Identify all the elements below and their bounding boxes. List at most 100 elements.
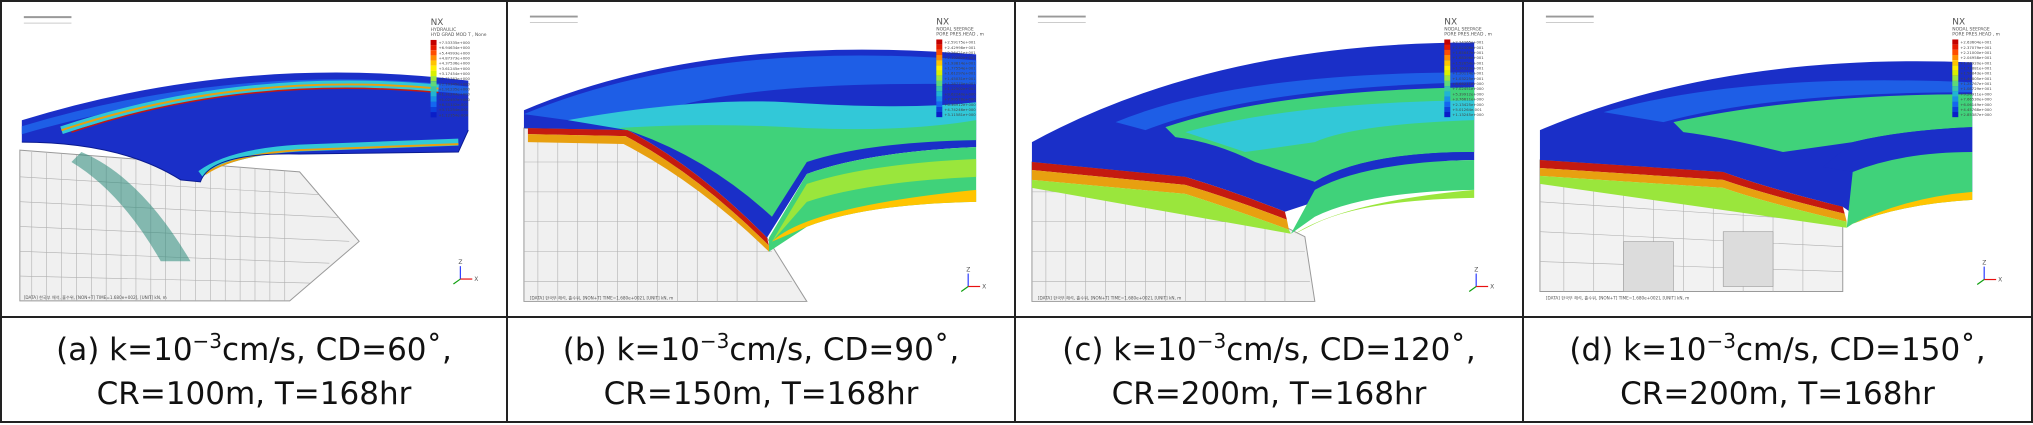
panel-c: NX xyxy=(1016,0,1524,423)
legend-swatch xyxy=(1952,96,1959,102)
legend-value-label: +7.99578e+000 xyxy=(944,97,976,102)
legend-swatch xyxy=(1444,65,1451,71)
legend-title-line2: PORE PRES.HEAD , m xyxy=(1952,31,2000,37)
legend-value-label: +2.24265e+001 xyxy=(1452,40,1484,45)
caption-c: (c) k=10−3cm/s, CD=120˚, CR=200m, T=168h… xyxy=(1016,316,1522,425)
legend-swatch xyxy=(430,91,437,97)
caption-prefix: (a) k=10 xyxy=(56,331,193,368)
panel-a: NX xyxy=(0,0,508,423)
axis-label-x: X xyxy=(1998,277,2002,284)
panel-b: NX xyxy=(508,0,1016,423)
embankment-model-b xyxy=(523,49,977,252)
caption-exponent: −3 xyxy=(1706,328,1736,353)
legend-swatch xyxy=(936,65,943,71)
legend-title-line2: HYD GRAD MOD T , None xyxy=(431,32,487,38)
axis-label-x: X xyxy=(474,276,478,283)
legend-value-label: +1.68396e+001 xyxy=(1452,55,1484,60)
legend-title-line1: NODAL SEEPAGE xyxy=(1952,27,1990,33)
contour-plot-b: NX xyxy=(508,2,1014,316)
footer-info-text: [DATA] 한국부 해석, 홀수위, [NON+T] TIME=1.680e+… xyxy=(1038,294,1181,300)
legend-swatch xyxy=(936,70,943,76)
contour-plot-a: NX xyxy=(2,3,506,315)
legend-value-label: +1.93814e+001 xyxy=(944,60,976,65)
legend-value-label: +1.24767e+001 xyxy=(1960,81,1992,86)
legend-value-label: +3.11581e+000 xyxy=(944,112,976,117)
watermark-text: NX xyxy=(431,18,444,28)
legend-value-label: +4.37536e+000 xyxy=(439,62,471,66)
caption-tail: cm/s, CD=60˚, xyxy=(222,331,452,368)
legend-value-label: +2.63604e+001 xyxy=(1960,40,1992,45)
legend-value-label: +1.31244e+000 xyxy=(439,93,471,97)
axis-label-x: X xyxy=(982,283,986,290)
legend-value-label: +5.01264e-001 xyxy=(1452,107,1482,112)
legend-swatch xyxy=(1444,106,1451,112)
legend-title-line2: PORE PRES.HEAD , m xyxy=(936,31,984,37)
caption-exponent: −3 xyxy=(1196,328,1227,353)
legend-swatch xyxy=(1952,70,1959,76)
caption-exponent: −3 xyxy=(699,328,730,353)
legend-swatch xyxy=(1952,86,1959,92)
footer-info-text: [DATA] 한국부 해석, 홀수위, [NON+T] TIME=1.680e+… xyxy=(1546,294,1689,300)
legend-value-label: +8.66211e+000 xyxy=(1452,81,1484,86)
legend-value-label: +1.12502e+001 xyxy=(944,86,976,91)
watermark-text: NX xyxy=(1444,18,1457,28)
legend-value-label: +2.37079e+001 xyxy=(1960,45,1992,50)
axis-label-z: Z xyxy=(1982,260,1986,267)
legend-b: NODAL SEEPAGE PORE PRES.HEAD , m +2.5917… xyxy=(936,27,984,118)
legend-swatch xyxy=(1444,80,1451,87)
legend-swatch xyxy=(1444,49,1451,56)
legend-value-label: +1.03225e+001 xyxy=(1452,76,1484,81)
legend-value-label: +1.45031e+001 xyxy=(944,76,976,81)
footer-info-text: [DATA] 한국부 해석, 홀수위, [NON+T] TIME=1.680e+… xyxy=(530,294,673,300)
legend-swatch xyxy=(1444,101,1451,107)
mesh-ground xyxy=(523,127,808,302)
axis-label-z: Z xyxy=(1474,267,1478,274)
legend-swatch xyxy=(1952,55,1959,61)
legend-swatch xyxy=(1444,44,1451,50)
caption-tail: cm/s, CD=90˚, xyxy=(729,331,960,368)
legend-value-label: +1.28770e+001 xyxy=(944,81,976,86)
legend-swatch xyxy=(936,75,943,81)
legend-swatch xyxy=(1952,65,1959,71)
caption-line2: CR=200m, T=168hr xyxy=(1111,375,1427,412)
legend-value-label: +9.26911e+000 xyxy=(1960,91,1992,96)
legend-swatch xyxy=(1952,91,1959,97)
caption-line1: (b) k=10−3cm/s, CD=90˚, xyxy=(563,328,959,372)
legend-value-label: +2.26421e+001 xyxy=(944,50,976,55)
legend-swatch xyxy=(430,96,437,102)
legend-swatch xyxy=(430,76,437,82)
legend-value-label: +5.44993e+000 xyxy=(439,51,471,55)
legend-value-label: +2.59175e+001 xyxy=(944,40,976,45)
footer-info-text: [DATA] 한국부 해석, 홀수위, [NON+T] TIME=1.680e+… xyxy=(24,294,167,300)
caption-line1: (c) k=10−3cm/s, CD=120˚, xyxy=(1062,328,1476,372)
legend-value-label: +1.36323e+001 xyxy=(1452,66,1484,71)
legend-value-label: +3.61245e+000 xyxy=(439,67,471,71)
legend-value-label: +2.13425e+000 xyxy=(1452,102,1484,107)
legend-value-label: +6.94634e+000 xyxy=(439,46,471,50)
caption-line2: CR=100m, T=168hr xyxy=(96,375,412,412)
legend-value-label: +3.71254e-001 xyxy=(439,108,469,112)
legend-swatch xyxy=(936,55,943,61)
legend-swatch xyxy=(936,96,943,102)
watermark-text: NX xyxy=(936,18,949,28)
legend-value-label: +4.74246e+000 xyxy=(944,107,976,112)
legend-a: HYDRAULIC HYD GRAD MOD T , None +7.53335… xyxy=(430,27,487,118)
legend-swatch xyxy=(430,107,437,113)
caption-tail: cm/s, CD=120˚, xyxy=(1226,331,1476,368)
watermark-text: NX xyxy=(1952,18,1965,28)
legend-value-label: +6.36912e+000 xyxy=(944,102,976,107)
legend-value-label: +2.04958e+001 xyxy=(1960,55,1992,60)
legend-swatch xyxy=(936,101,943,107)
caption-line2: CR=200m, T=168hr xyxy=(1620,375,1935,412)
embankment-model-d xyxy=(1539,61,1973,228)
legend-swatch xyxy=(936,111,943,118)
legend-swatch xyxy=(1444,86,1451,92)
legend-swatch xyxy=(1952,49,1959,56)
legend-value-label: +1.08729e+001 xyxy=(1960,86,1992,91)
legend-value-label: +1.88920e+001 xyxy=(1960,60,1992,65)
legend-value-label: +4.87373e+000 xyxy=(439,57,471,61)
legend-swatch xyxy=(1444,75,1451,81)
legend-value-label: +1.12354e-004 xyxy=(439,113,469,117)
legend-value-label: +2.71763e+000 xyxy=(439,77,471,81)
